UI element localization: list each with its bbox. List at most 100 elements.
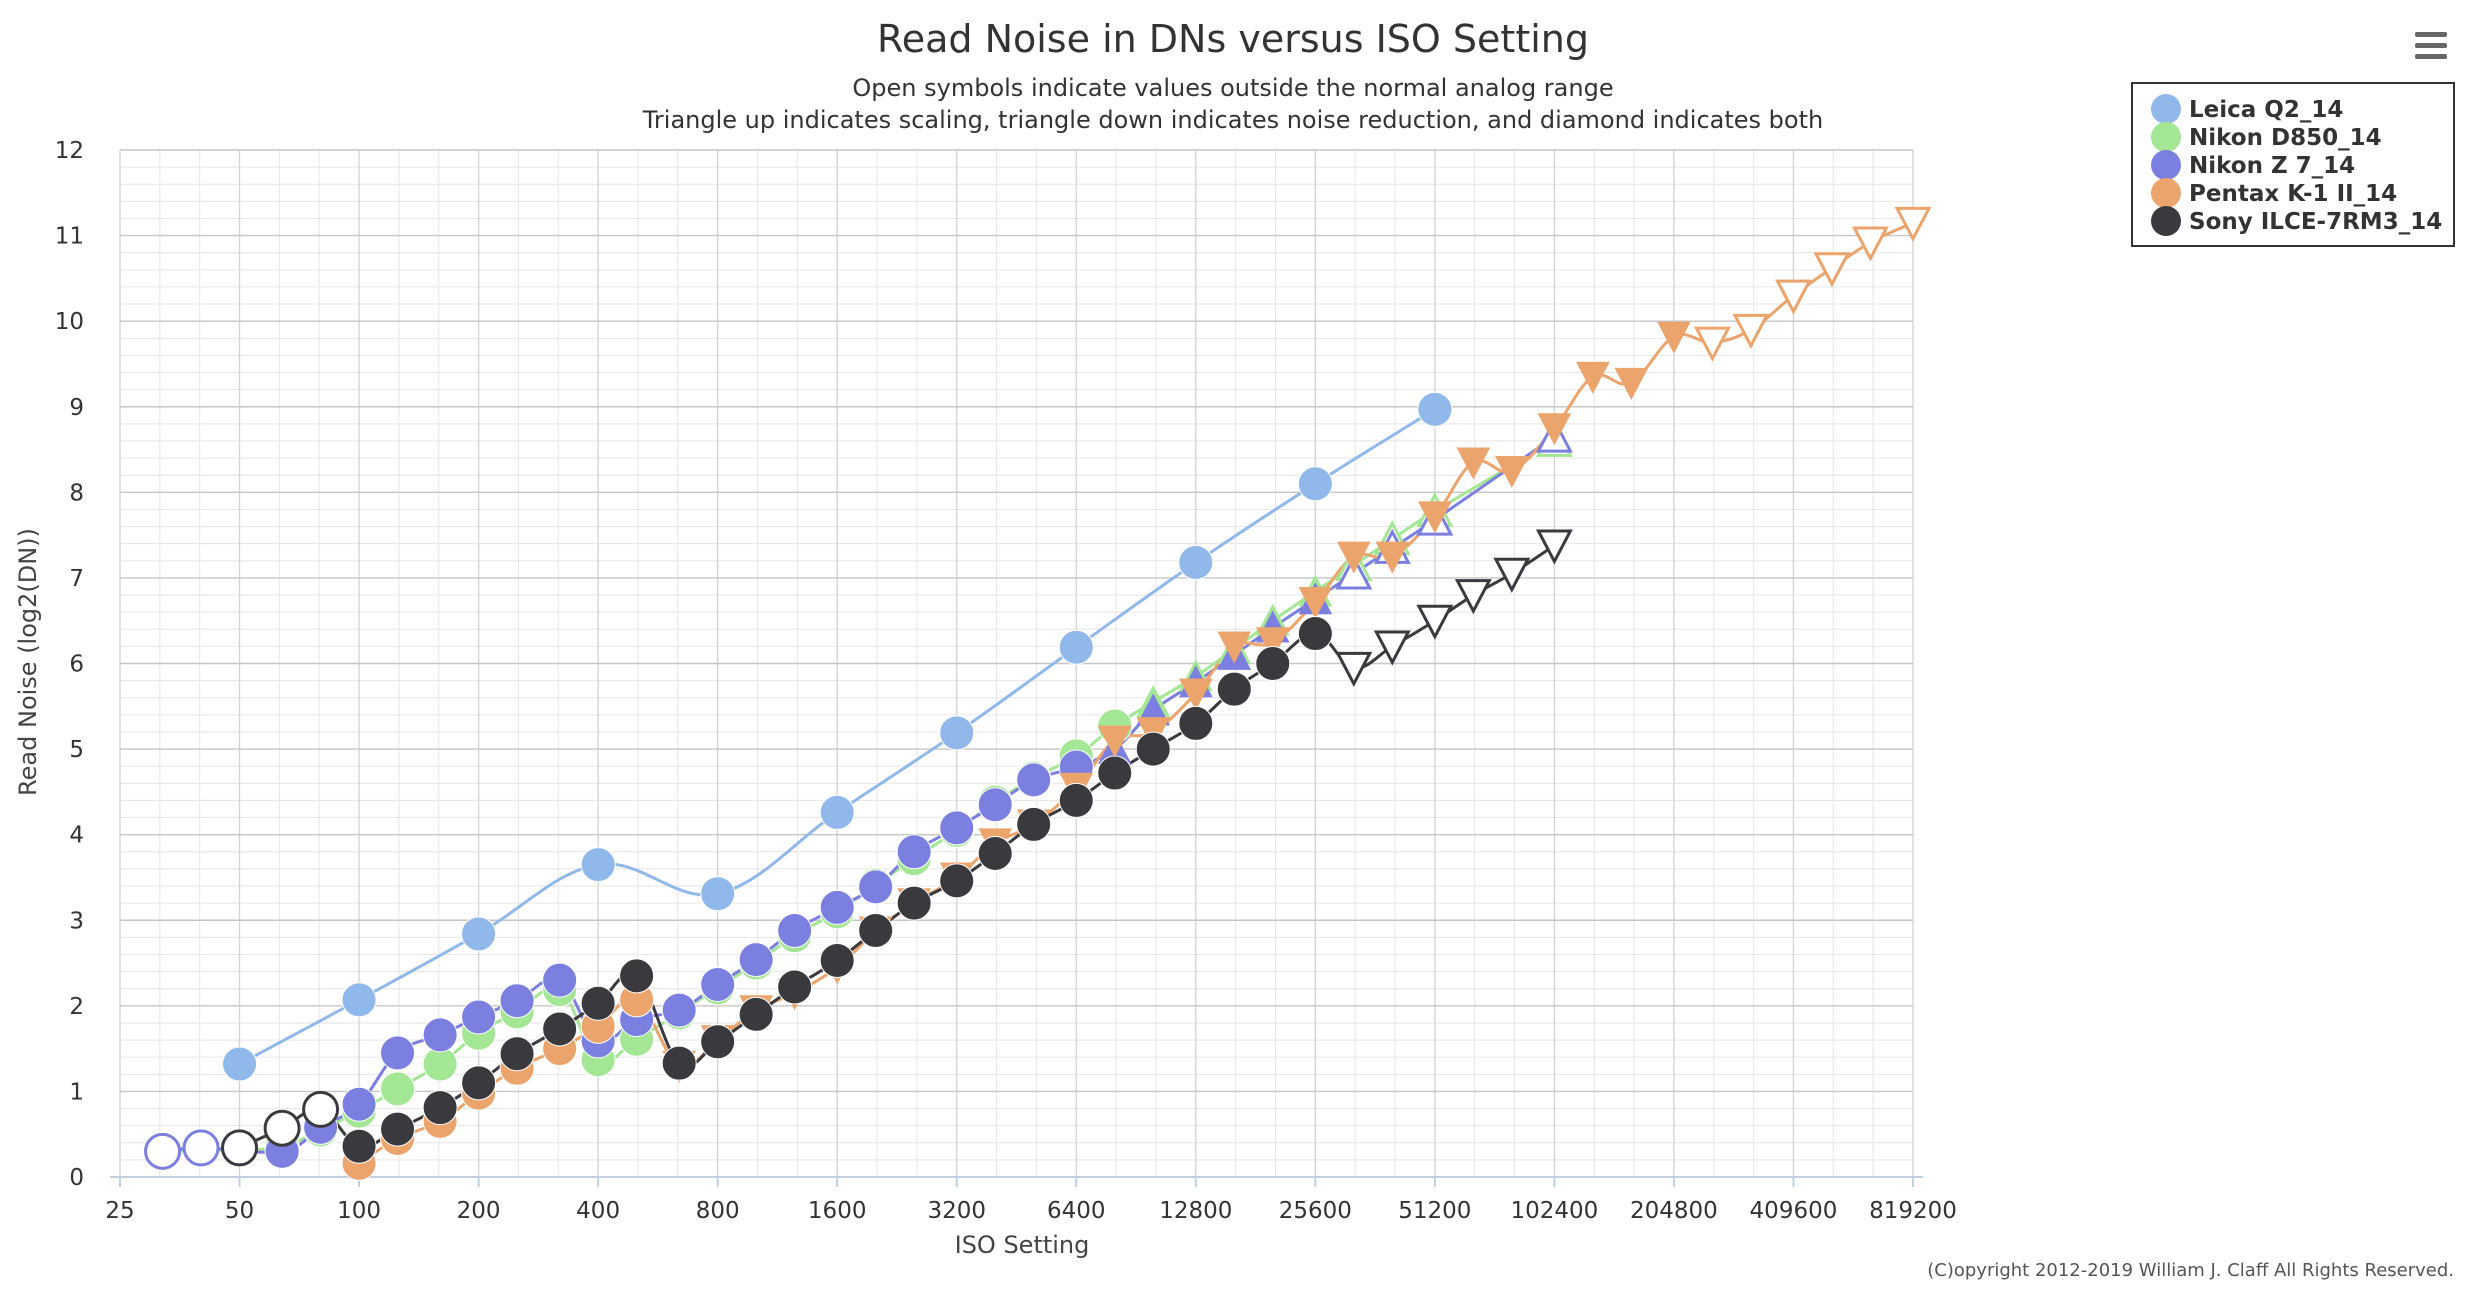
legend-symbol (2151, 206, 2181, 236)
data-point-triangle-down (1298, 586, 1333, 619)
data-point-triangle-down (1217, 631, 1252, 664)
data-point-circle (263, 1109, 301, 1147)
data-point-circle (738, 942, 774, 978)
data-point-triangle-down (1774, 279, 1812, 315)
data-point-circle (380, 1071, 416, 1107)
data-point-circle (777, 969, 813, 1005)
data-point-triangle-down (1693, 326, 1731, 362)
data-point-triangle-down (1614, 367, 1649, 400)
y-tick-label: 8 (69, 480, 84, 506)
credits[interactable]: (C)opyright 2012-2019 William J. Claff A… (1927, 1260, 2454, 1281)
data-point-triangle-down (1657, 321, 1691, 354)
data-point-circle (738, 996, 774, 1032)
y-tick-label: 5 (69, 737, 84, 763)
data-point-triangle-down (1255, 627, 1290, 660)
y-tick-label: 4 (69, 823, 84, 849)
legend-label: Nikon D850_14 (2189, 125, 2382, 151)
data-point-circle (619, 958, 655, 994)
data-point-circle (939, 863, 975, 899)
data-point-circle (1097, 755, 1133, 791)
data-point-circle (461, 999, 497, 1035)
x-tick-label: 819200 (1869, 1198, 1957, 1224)
data-point-triangle-down (1178, 678, 1213, 711)
data-point-triangle-down (1495, 456, 1529, 489)
x-tick-label: 400 (576, 1198, 620, 1224)
chart-subtitle-line-1: Open symbols indicate values outside the… (852, 74, 1613, 102)
data-point-triangle-down (1097, 725, 1132, 758)
legend-symbol (2151, 94, 2181, 124)
data-point-circle (661, 992, 697, 1028)
x-tick-label: 6400 (1047, 1198, 1106, 1224)
y-tick-label: 7 (69, 566, 84, 592)
legend-symbol (2151, 150, 2181, 180)
data-point-circle (380, 1111, 416, 1147)
legend-box (2131, 82, 2455, 247)
data-point-triangle-down (1732, 313, 1770, 349)
data-point-circle (542, 1011, 578, 1047)
data-point-circle (1135, 731, 1171, 767)
data-point-circle (422, 1090, 458, 1126)
x-tick-label: 51200 (1398, 1198, 1471, 1224)
legend-symbol (2151, 122, 2181, 152)
y-tick-label: 10 (55, 309, 84, 335)
data-point-circle (819, 942, 855, 978)
hamburger-menu-icon[interactable] (2400, 28, 2458, 62)
data-point-circle (1058, 782, 1094, 818)
data-point-triangle-down (1375, 541, 1410, 574)
data-point-circle (341, 1128, 377, 1164)
data-point-circle (580, 985, 616, 1021)
data-point-circle (144, 1132, 182, 1170)
data-point-circle (858, 869, 894, 905)
y-tick-label: 2 (69, 994, 84, 1020)
data-point-circle (1417, 391, 1453, 427)
y-tick-label: 9 (69, 395, 84, 421)
data-point-circle (896, 834, 932, 870)
data-point-triangle-down (1493, 557, 1531, 593)
legend-symbol (2151, 178, 2181, 208)
data-point-circle (341, 982, 377, 1018)
data-point-circle (499, 1036, 535, 1072)
data-point-circle (977, 835, 1013, 871)
data-point-circle (1016, 762, 1052, 798)
y-tick-label: 1 (69, 1079, 84, 1105)
data-point-circle (939, 715, 975, 751)
x-tick-label: 100 (337, 1198, 381, 1224)
data-point-triangle-down (1576, 361, 1610, 394)
legend-label: Leica Q2_14 (2189, 97, 2343, 123)
data-point-triangle-down (1456, 447, 1491, 480)
data-point-circle (1297, 466, 1333, 502)
data-point-circle (580, 847, 616, 883)
y-axis-title: Read Noise (log2(DN)) (14, 528, 42, 796)
x-tick-label: 50 (225, 1198, 254, 1224)
data-point-circle (1178, 705, 1214, 741)
data-point-triangle-down (1851, 226, 1889, 262)
data-point-circle (182, 1129, 220, 1167)
x-axis-title: ISO Setting (955, 1231, 1090, 1259)
series-lines (162, 221, 1914, 1165)
legend-label: Nikon Z 7_14 (2189, 153, 2355, 179)
x-tick-label: 800 (696, 1198, 740, 1224)
x-tick-label: 409600 (1750, 1198, 1838, 1224)
data-point-circle (222, 1046, 258, 1082)
data-point-circle (700, 1024, 736, 1060)
data-point-circle (1016, 806, 1052, 842)
series-markers (144, 206, 1932, 1181)
data-point-circle (819, 794, 855, 830)
data-point-circle (1178, 545, 1214, 581)
data-point-triangle-down (1416, 604, 1454, 640)
y-tick-label: 11 (55, 224, 84, 250)
data-point-triangle-down (1418, 501, 1452, 534)
y-tick-label: 6 (69, 652, 84, 678)
data-point-circle (896, 885, 932, 921)
data-point-circle (1255, 646, 1291, 681)
data-point-circle (858, 913, 894, 949)
data-point-circle (700, 876, 736, 912)
data-point-circle (499, 983, 535, 1019)
data-point-circle (777, 913, 813, 949)
x-tick-label: 12800 (1159, 1198, 1232, 1224)
data-point-triangle-down (1454, 579, 1492, 615)
y-tick-label: 3 (69, 908, 84, 934)
data-point-triangle-down (1535, 529, 1573, 565)
